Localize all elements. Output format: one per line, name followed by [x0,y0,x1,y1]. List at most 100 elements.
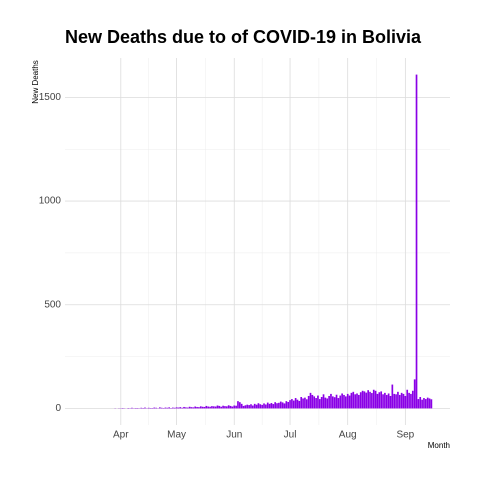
bar [218,405,221,409]
bar [268,403,271,409]
bar [238,402,241,409]
bar [190,407,193,409]
bar [278,402,280,409]
bar [188,406,191,409]
bar [404,395,407,409]
bar [328,395,330,409]
bar [233,405,236,409]
bar [402,393,405,409]
bar [367,390,370,409]
bar [294,398,297,409]
bar [421,399,423,409]
bar [153,407,156,409]
bar [411,390,414,409]
y-tick-label: 0 [55,403,61,414]
bar [227,405,230,409]
bar [359,392,362,409]
bar [408,392,410,409]
bar [330,393,332,409]
bar [240,403,243,409]
bar [305,399,308,409]
bar [350,392,353,409]
bar [147,407,150,409]
bar [430,399,433,409]
bar [168,407,170,409]
bar [175,407,178,409]
bar [320,397,323,409]
y-axis-label: New Deaths [31,60,40,104]
bar [291,399,293,409]
bar [296,399,299,409]
bar [229,405,232,409]
bar [166,407,169,409]
y-tick-label: 1000 [39,196,62,207]
bar [250,404,252,409]
x-tick-label: May [167,430,186,441]
bar [331,396,334,409]
bar [419,397,422,409]
bar [292,400,295,409]
bar [358,394,360,409]
bar [384,392,386,409]
bar [283,403,286,409]
bar [376,393,379,409]
bar [181,407,184,409]
bar [298,400,301,409]
bar [371,393,373,409]
x-tick-label: Jun [226,430,242,441]
bar [140,407,143,409]
bar [248,405,250,409]
bar [203,406,206,409]
bar [212,406,215,409]
bar [196,406,198,409]
bar [276,403,278,409]
bar [365,392,368,409]
bar [173,407,176,409]
bar [393,393,396,409]
bar [339,395,342,409]
bar [246,404,249,409]
bar [426,397,429,409]
bar [307,395,310,409]
bar [354,394,356,409]
bar [179,407,182,409]
bar [387,393,390,409]
bar [311,394,314,409]
bar [265,404,267,409]
bar [398,394,401,409]
bar [285,401,288,409]
bar [397,391,399,409]
bar [385,394,388,409]
bar [214,406,217,409]
x-tick-label: Jul [284,430,297,441]
chart-title: New Deaths due to of COVID-19 in Bolivia [65,27,422,47]
bar [279,401,282,409]
bar [244,405,247,409]
bar [242,405,245,409]
bar [220,406,223,409]
bar [374,390,377,409]
bar [413,379,416,409]
bar [155,407,157,409]
bar [172,407,174,409]
bar [235,405,237,409]
bar [131,407,133,409]
bar [270,403,273,409]
bar [313,396,316,409]
bar [177,407,180,409]
bar [348,395,351,409]
bar [304,397,306,409]
bar [326,398,329,409]
bar [222,405,224,409]
bar [361,390,364,409]
bar [216,405,219,409]
bar [352,391,355,409]
bar [237,401,239,409]
bar [205,405,208,409]
bar [183,406,185,409]
bar [378,392,381,409]
bar [261,404,263,409]
bar [194,406,197,409]
bar [372,389,375,409]
bar [369,391,371,409]
